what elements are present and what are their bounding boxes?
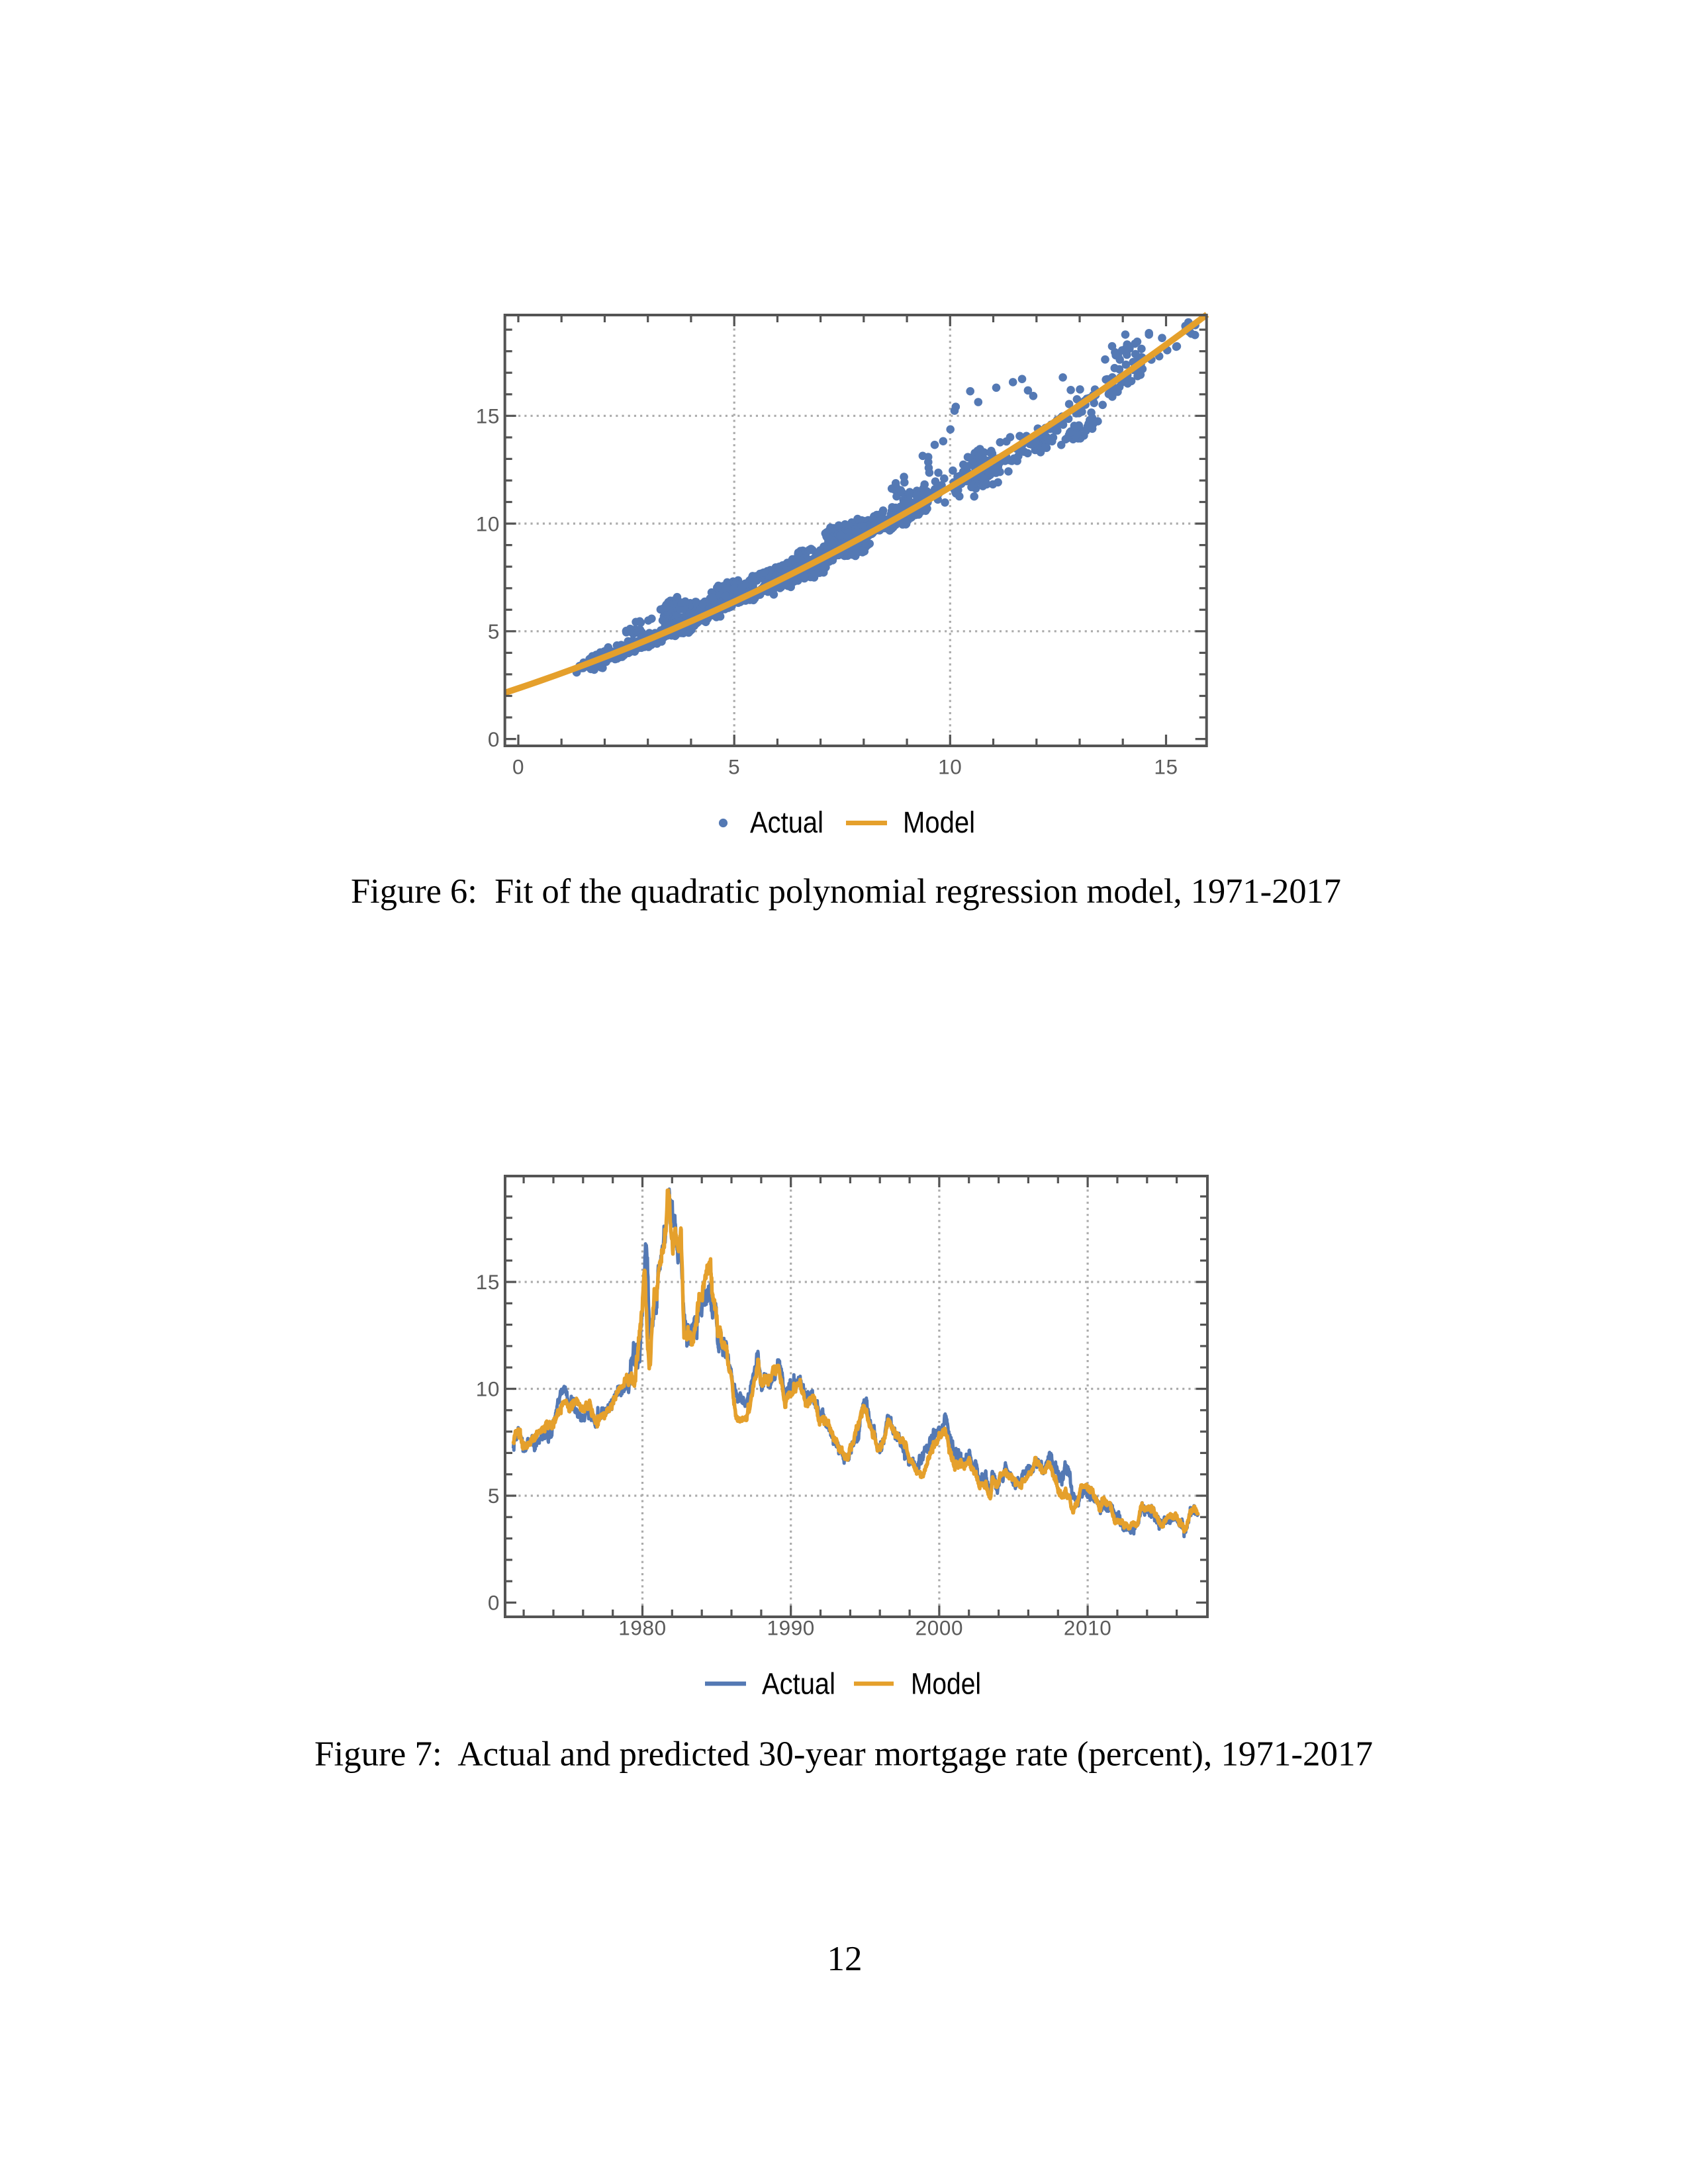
svg-text:5: 5 bbox=[488, 1484, 500, 1508]
svg-text:10: 10 bbox=[476, 1377, 500, 1401]
svg-text:Actual: Actual bbox=[750, 805, 823, 839]
svg-text:Figure 6: Fit of the quadrati: Figure 6: Fit of the quadratic polynomia… bbox=[351, 872, 1341, 911]
svg-text:Model: Model bbox=[903, 805, 975, 839]
svg-text:10: 10 bbox=[476, 512, 500, 535]
svg-text:2000: 2000 bbox=[915, 1616, 963, 1640]
svg-text:15: 15 bbox=[1154, 755, 1178, 779]
svg-text:15: 15 bbox=[476, 1270, 500, 1294]
svg-text:Model: Model bbox=[911, 1667, 981, 1701]
svg-text:1990: 1990 bbox=[767, 1616, 814, 1640]
svg-text:Actual: Actual bbox=[762, 1667, 835, 1701]
svg-text:2010: 2010 bbox=[1064, 1616, 1111, 1640]
svg-text:15: 15 bbox=[476, 404, 500, 428]
svg-text:0: 0 bbox=[488, 1591, 500, 1615]
svg-text:5: 5 bbox=[728, 755, 740, 779]
svg-text:0: 0 bbox=[512, 755, 524, 779]
svg-text:0: 0 bbox=[488, 727, 500, 751]
svg-text:5: 5 bbox=[488, 619, 500, 643]
svg-text:Figure 7: Actual and predicte: Figure 7: Actual and predicted 30-year m… bbox=[314, 1735, 1373, 1774]
svg-text:12: 12 bbox=[827, 1940, 863, 1978]
svg-text:10: 10 bbox=[938, 755, 962, 779]
svg-text:1980: 1980 bbox=[618, 1616, 666, 1640]
